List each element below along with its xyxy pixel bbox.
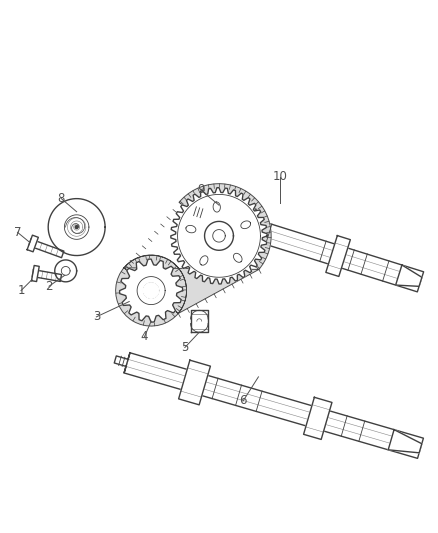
Polygon shape	[179, 360, 210, 405]
Polygon shape	[205, 221, 233, 251]
Text: 4: 4	[141, 330, 148, 343]
Polygon shape	[241, 221, 251, 229]
Polygon shape	[396, 265, 422, 286]
Polygon shape	[177, 195, 261, 277]
Polygon shape	[116, 184, 271, 326]
Polygon shape	[61, 266, 70, 275]
Polygon shape	[229, 205, 256, 248]
Polygon shape	[186, 225, 196, 233]
Polygon shape	[201, 204, 424, 292]
Text: 1: 1	[17, 284, 25, 297]
Polygon shape	[114, 353, 130, 373]
Polygon shape	[326, 236, 350, 277]
Polygon shape	[64, 215, 89, 239]
Text: 3: 3	[93, 310, 100, 324]
Polygon shape	[124, 353, 424, 458]
Polygon shape	[120, 259, 183, 322]
Polygon shape	[75, 225, 78, 229]
Text: 8: 8	[58, 192, 65, 205]
Text: 5: 5	[181, 341, 188, 354]
Polygon shape	[200, 256, 208, 265]
Polygon shape	[213, 230, 225, 242]
Polygon shape	[28, 239, 64, 257]
Polygon shape	[304, 397, 332, 439]
Text: 9: 9	[197, 183, 205, 196]
Text: 6: 6	[239, 394, 247, 407]
Text: 7: 7	[14, 226, 21, 239]
Text: 10: 10	[273, 170, 288, 183]
Polygon shape	[233, 253, 242, 262]
Polygon shape	[27, 235, 39, 252]
Polygon shape	[388, 430, 422, 453]
Polygon shape	[143, 283, 159, 298]
Polygon shape	[191, 310, 208, 332]
Polygon shape	[32, 265, 39, 281]
Polygon shape	[191, 204, 207, 224]
Polygon shape	[32, 270, 61, 281]
Polygon shape	[48, 199, 105, 255]
Polygon shape	[55, 260, 77, 282]
Text: 2: 2	[45, 280, 53, 293]
Polygon shape	[213, 202, 220, 212]
Polygon shape	[171, 188, 267, 284]
